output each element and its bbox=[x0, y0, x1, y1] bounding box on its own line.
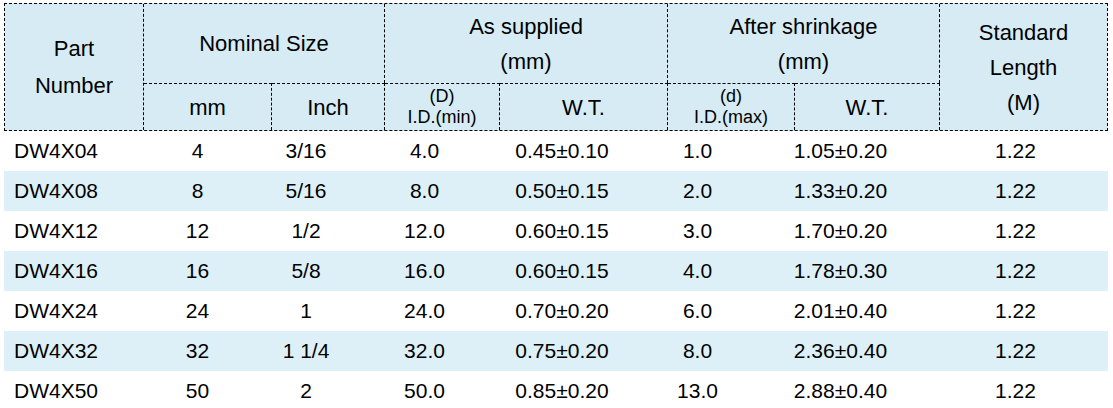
cell-standard-length: 1.22 bbox=[923, 291, 1108, 331]
part-number-label-line2: Number bbox=[35, 67, 113, 104]
header-cell-mm: mm bbox=[144, 83, 272, 130]
cell-nominal-inch: 3/16 bbox=[250, 131, 362, 171]
cell-id-max: 3.0 bbox=[637, 211, 758, 251]
cell-standard-length: 1.22 bbox=[923, 251, 1108, 291]
cell-nominal-mm: 24 bbox=[145, 291, 250, 331]
standard-length-label-line3: (M) bbox=[1007, 85, 1040, 120]
cell-id-max: 1.0 bbox=[637, 131, 758, 171]
id-min-label-line1: (D) bbox=[430, 86, 455, 107]
cell-wt-supplied: 0.50±0.15 bbox=[487, 171, 637, 211]
standard-length-label-line2: Length bbox=[990, 50, 1057, 85]
cell-wt-supplied: 0.70±0.20 bbox=[487, 291, 637, 331]
header-cell-inch: Inch bbox=[272, 83, 385, 130]
cell-id-max: 8.0 bbox=[637, 331, 758, 371]
cell-nominal-inch: 1 bbox=[250, 291, 362, 331]
header-cell-wt-supplied: W.T. bbox=[500, 83, 668, 130]
id-max-label-line2: I.D.(max) bbox=[694, 107, 768, 128]
cell-wt-supplied: 0.60±0.15 bbox=[487, 251, 637, 291]
header-cell-wt-shrinkage: W.T. bbox=[795, 83, 940, 130]
cell-id-max: 2.0 bbox=[637, 171, 758, 211]
header-cell-after-shrinkage: After shrinkage (mm) bbox=[668, 4, 940, 83]
spec-table: Part Number Nominal Size As supplied (mm… bbox=[4, 3, 1108, 408]
nominal-size-label: Nominal Size bbox=[199, 26, 329, 61]
cell-id-min: 12.0 bbox=[362, 211, 487, 251]
cell-standard-length: 1.22 bbox=[923, 371, 1108, 408]
cell-part-number: DW4X32 bbox=[4, 331, 145, 371]
cell-wt-shrinkage: 1.70±0.20 bbox=[758, 211, 923, 251]
cell-nominal-mm: 32 bbox=[145, 331, 250, 371]
cell-standard-length: 1.22 bbox=[923, 211, 1108, 251]
cell-part-number: DW4X16 bbox=[4, 251, 145, 291]
cell-nominal-mm: 50 bbox=[145, 371, 250, 408]
table-row: DW4X32 32 1 1/4 32.0 0.75±0.20 8.0 2.36±… bbox=[4, 331, 1108, 371]
cell-nominal-mm: 16 bbox=[145, 251, 250, 291]
table-row: DW4X16 16 5/8 16.0 0.60±0.15 4.0 1.78±0.… bbox=[4, 251, 1108, 291]
after-shrinkage-label-line2: (mm) bbox=[778, 44, 829, 79]
part-number-label-line1: Part bbox=[54, 30, 94, 67]
header-cell-id-max: (d) I.D.(max) bbox=[668, 83, 795, 130]
cell-wt-shrinkage: 2.01±0.40 bbox=[758, 291, 923, 331]
table-row: DW4X08 8 5/16 8.0 0.50±0.15 2.0 1.33±0.2… bbox=[4, 171, 1108, 211]
mm-label: mm bbox=[189, 90, 226, 125]
table-row: DW4X24 24 1 24.0 0.70±0.20 6.0 2.01±0.40… bbox=[4, 291, 1108, 331]
table-row: DW4X12 12 1/2 12.0 0.60±0.15 3.0 1.70±0.… bbox=[4, 211, 1108, 251]
cell-nominal-inch: 2 bbox=[250, 371, 362, 408]
cell-id-min: 24.0 bbox=[362, 291, 487, 331]
cell-id-min: 16.0 bbox=[362, 251, 487, 291]
cell-id-max: 4.0 bbox=[637, 251, 758, 291]
cell-nominal-mm: 12 bbox=[145, 211, 250, 251]
spec-table-screen: Part Number Nominal Size As supplied (mm… bbox=[0, 0, 1113, 408]
id-max-label-line1: (d) bbox=[720, 86, 742, 107]
cell-standard-length: 1.22 bbox=[923, 331, 1108, 371]
cell-standard-length: 1.22 bbox=[923, 171, 1108, 211]
cell-nominal-mm: 8 bbox=[145, 171, 250, 211]
header-cell-as-supplied: As supplied (mm) bbox=[385, 4, 668, 83]
cell-wt-shrinkage: 1.33±0.20 bbox=[758, 171, 923, 211]
cell-id-max: 13.0 bbox=[637, 371, 758, 408]
cell-id-min: 8.0 bbox=[362, 171, 487, 211]
cell-nominal-inch: 5/16 bbox=[250, 171, 362, 211]
header-cell-part-number: Part Number bbox=[5, 4, 144, 130]
header-cell-standard-length: Standard Length (M) bbox=[940, 4, 1107, 130]
cell-nominal-inch: 1/2 bbox=[250, 211, 362, 251]
cell-wt-supplied: 0.75±0.20 bbox=[487, 331, 637, 371]
cell-part-number: DW4X04 bbox=[4, 131, 145, 171]
cell-nominal-inch: 1 1/4 bbox=[250, 331, 362, 371]
cell-part-number: DW4X12 bbox=[4, 211, 145, 251]
cell-wt-shrinkage: 1.78±0.30 bbox=[758, 251, 923, 291]
table-header: Part Number Nominal Size As supplied (mm… bbox=[4, 3, 1108, 131]
table-body: DW4X04 4 3/16 4.0 0.45±0.10 1.0 1.05±0.2… bbox=[4, 131, 1108, 408]
wt-shrinkage-label: W.T. bbox=[846, 90, 889, 125]
id-min-label-line2: I.D.(min) bbox=[408, 107, 477, 128]
cell-nominal-mm: 4 bbox=[145, 131, 250, 171]
cell-standard-length: 1.22 bbox=[923, 131, 1108, 171]
after-shrinkage-label-line1: After shrinkage bbox=[730, 9, 878, 44]
cell-id-min: 32.0 bbox=[362, 331, 487, 371]
header-cell-nominal-size: Nominal Size bbox=[144, 4, 385, 83]
cell-wt-supplied: 0.85±0.20 bbox=[487, 371, 637, 408]
cell-id-min: 4.0 bbox=[362, 131, 487, 171]
cell-wt-shrinkage: 2.88±0.40 bbox=[758, 371, 923, 408]
cell-wt-supplied: 0.60±0.15 bbox=[487, 211, 637, 251]
inch-label: Inch bbox=[307, 90, 349, 125]
cell-part-number: DW4X24 bbox=[4, 291, 145, 331]
table-row: DW4X50 50 2 50.0 0.85±0.20 13.0 2.88±0.4… bbox=[4, 371, 1108, 408]
cell-wt-shrinkage: 2.36±0.40 bbox=[758, 331, 923, 371]
table-row: DW4X04 4 3/16 4.0 0.45±0.10 1.0 1.05±0.2… bbox=[4, 131, 1108, 171]
cell-part-number: DW4X08 bbox=[4, 171, 145, 211]
cell-wt-shrinkage: 1.05±0.20 bbox=[758, 131, 923, 171]
standard-length-label-line1: Standard bbox=[979, 15, 1068, 50]
cell-id-min: 50.0 bbox=[362, 371, 487, 408]
as-supplied-label-line2: (mm) bbox=[500, 44, 551, 79]
cell-part-number: DW4X50 bbox=[4, 371, 145, 408]
cell-wt-supplied: 0.45±0.10 bbox=[487, 131, 637, 171]
as-supplied-label-line1: As supplied bbox=[469, 9, 583, 44]
cell-id-max: 6.0 bbox=[637, 291, 758, 331]
wt-supplied-label: W.T. bbox=[562, 90, 605, 125]
cell-nominal-inch: 5/8 bbox=[250, 251, 362, 291]
header-cell-id-min: (D) I.D.(min) bbox=[385, 83, 500, 130]
